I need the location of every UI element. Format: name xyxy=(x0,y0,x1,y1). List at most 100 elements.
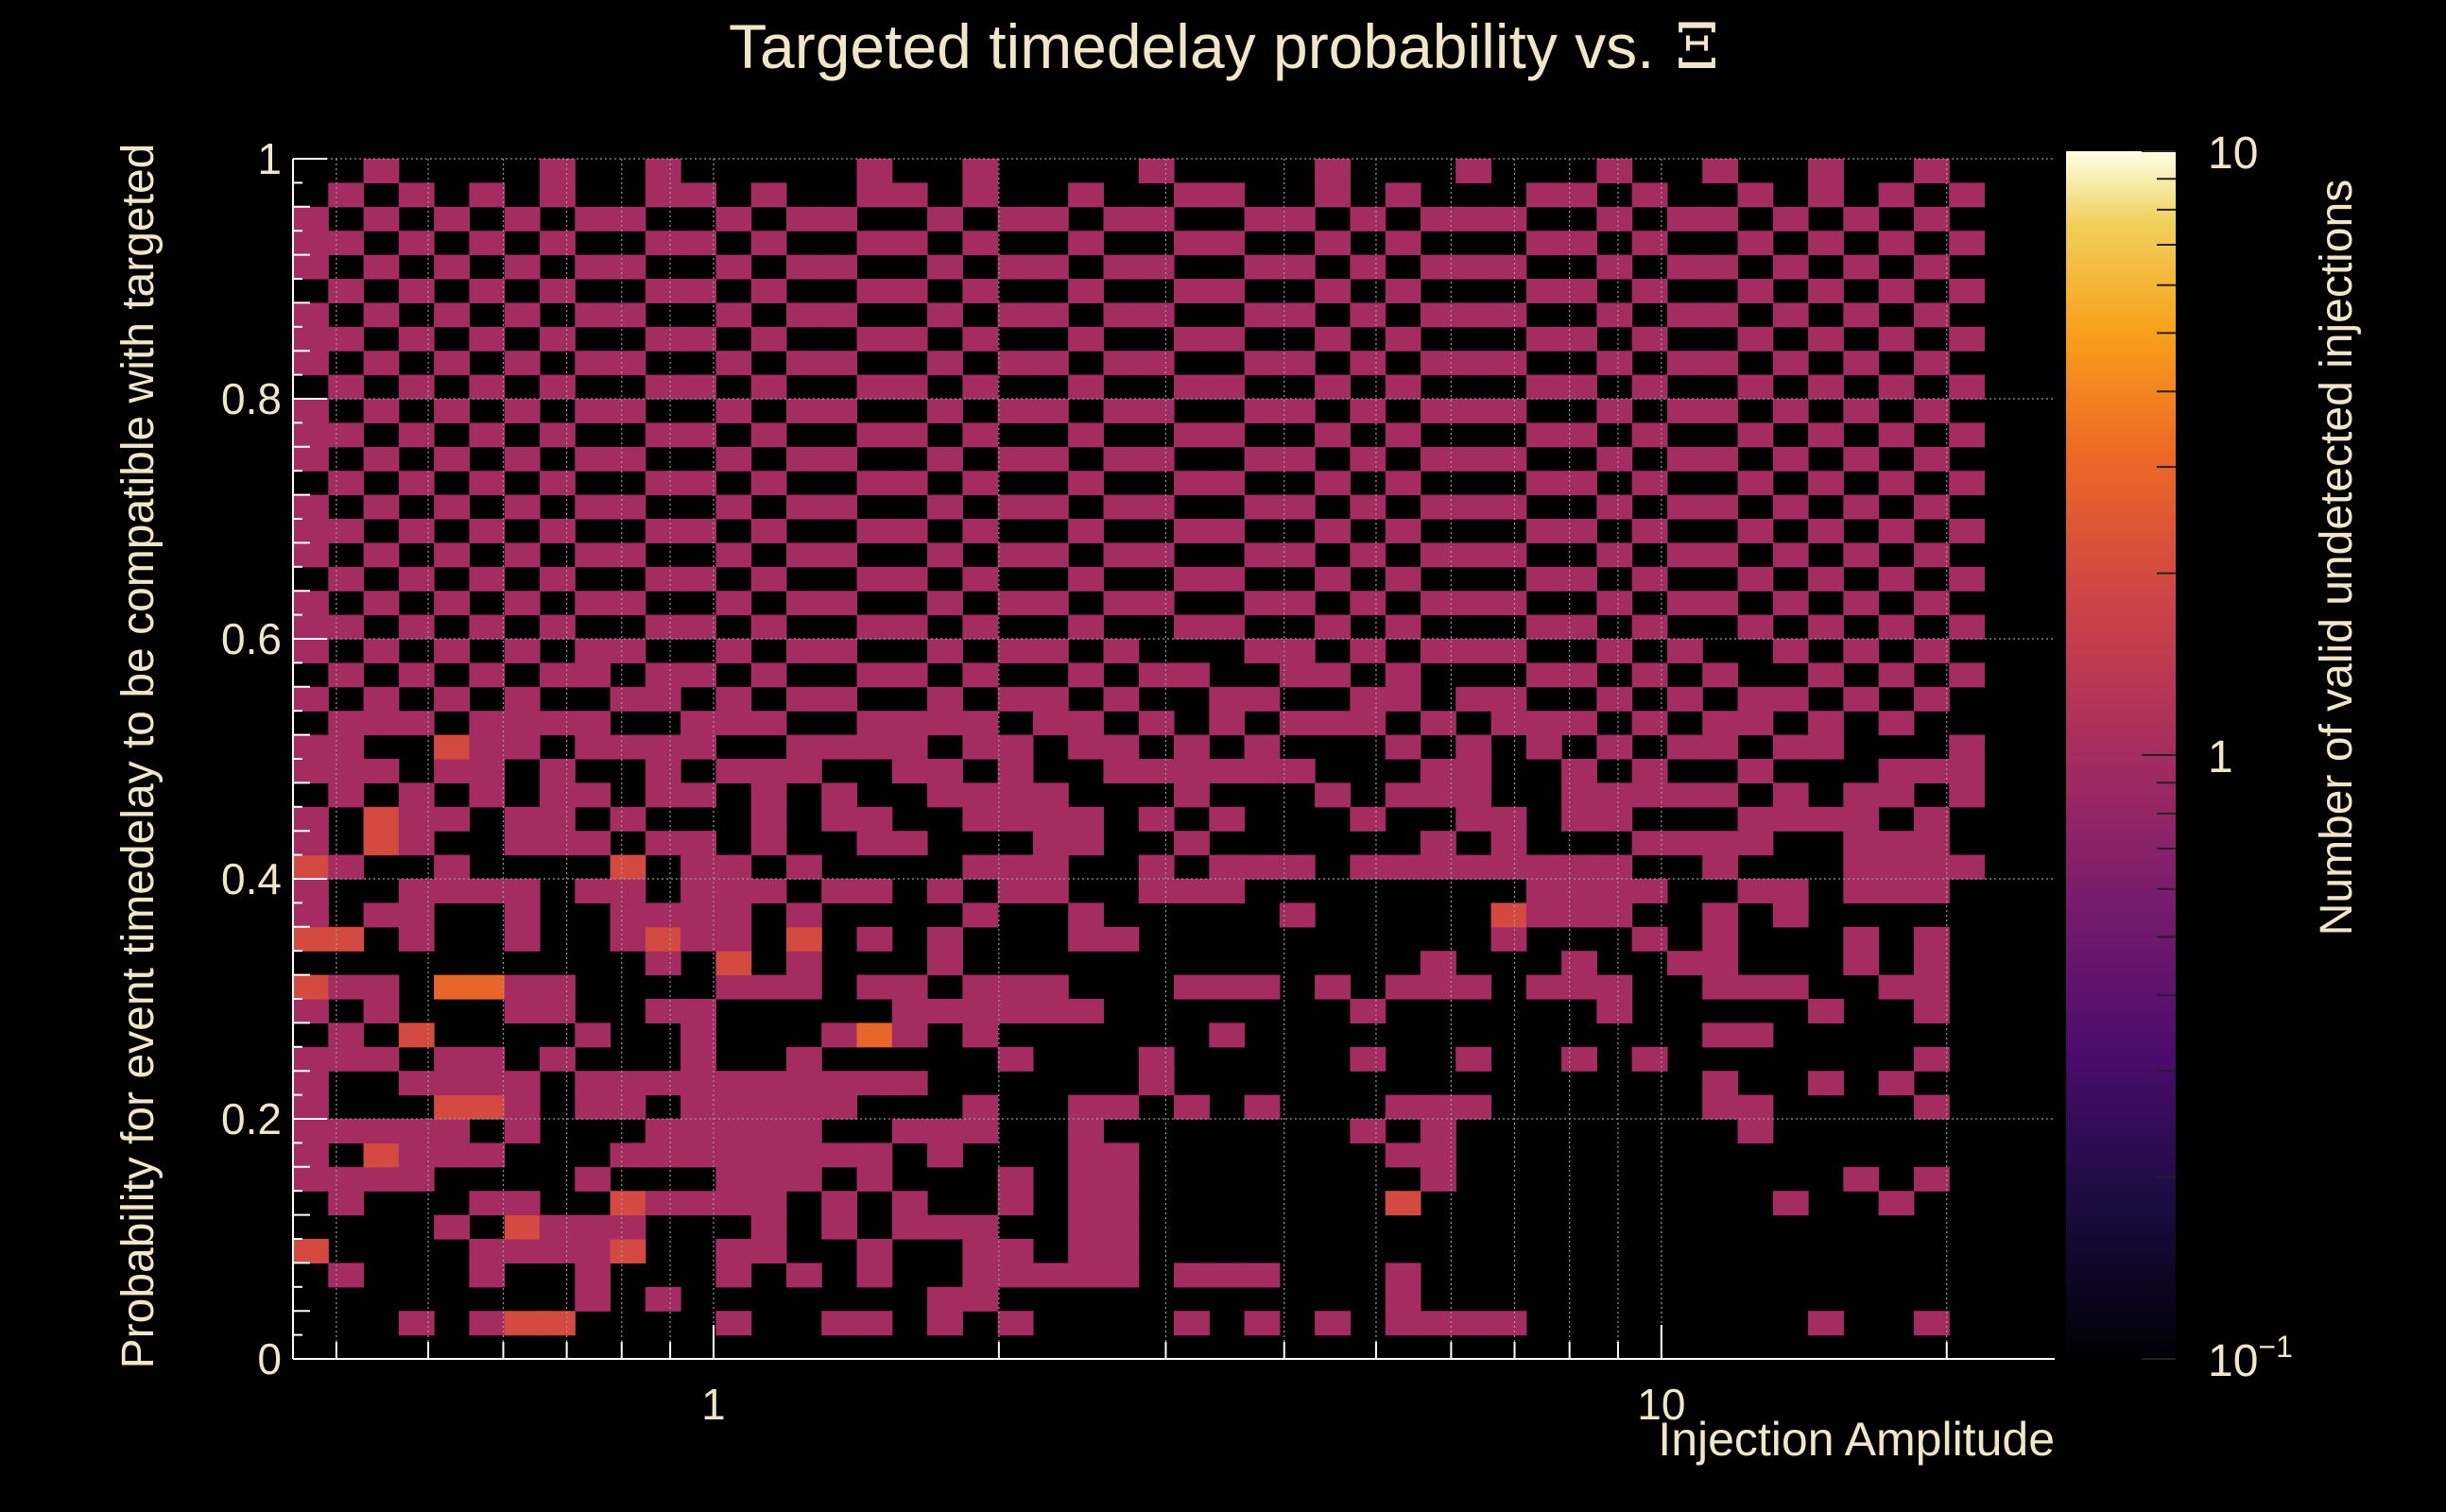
heatmap-cell xyxy=(1843,351,1880,376)
heatmap-cell xyxy=(962,662,999,688)
heatmap-cell xyxy=(1068,999,1105,1023)
heatmap-cell xyxy=(1666,254,1703,280)
heatmap-cell xyxy=(1420,591,1456,616)
heatmap-cell xyxy=(891,1214,928,1240)
heatmap-cell xyxy=(1420,542,1456,568)
heatmap-cell xyxy=(398,614,435,640)
heatmap-cell xyxy=(610,591,646,616)
heatmap-cell xyxy=(645,1286,681,1312)
heatmap-cell xyxy=(1068,831,1105,856)
heatmap-cell xyxy=(1456,1046,1492,1072)
heatmap-cell xyxy=(1561,374,1597,400)
heatmap-cell xyxy=(1032,639,1069,663)
heatmap-cell xyxy=(1068,806,1105,832)
heatmap-cell xyxy=(750,279,787,303)
chart-title-text: Targeted timedelay probability vs. xyxy=(729,11,1655,81)
heatmap-cell xyxy=(1913,302,1950,328)
heatmap-cell xyxy=(1878,279,1915,303)
heatmap-cell xyxy=(821,1311,858,1336)
heatmap-cell xyxy=(1420,494,1456,520)
heatmap-cell xyxy=(1138,1046,1175,1072)
heatmap-cell xyxy=(1103,926,1140,952)
heatmap-cell xyxy=(1913,1311,1950,1336)
heatmap-cell xyxy=(1878,831,1915,856)
heatmap-cell xyxy=(856,1143,893,1168)
heatmap-cell xyxy=(1878,1191,1915,1216)
heatmap-cell xyxy=(1596,879,1633,903)
heatmap-cell xyxy=(434,254,470,280)
heatmap-cell xyxy=(680,734,716,760)
heatmap-cell xyxy=(504,806,541,832)
heatmap-cell xyxy=(1244,542,1281,568)
heatmap-cell xyxy=(645,374,681,400)
heatmap-cell xyxy=(1315,159,1351,183)
heatmap-cell xyxy=(1385,782,1421,808)
heatmap-cell xyxy=(1878,182,1915,208)
heatmap-cell xyxy=(1913,206,1950,232)
heatmap-cell xyxy=(750,1119,787,1143)
heatmap-cell xyxy=(1068,734,1105,760)
heatmap-cell xyxy=(434,686,470,712)
heatmap-cell xyxy=(1174,471,1210,496)
heatmap-cell xyxy=(1174,566,1210,592)
heatmap-cell xyxy=(1103,591,1140,616)
heatmap-cell xyxy=(1490,686,1527,712)
heatmap-cell xyxy=(821,1214,858,1240)
heatmap-cell xyxy=(1772,351,1809,376)
heatmap-cell xyxy=(1666,399,1703,423)
heatmap-cell xyxy=(398,782,435,808)
heatmap-cell xyxy=(363,1143,400,1168)
heatmap-cell xyxy=(469,879,506,903)
heatmap-cell xyxy=(363,999,400,1023)
heatmap-cell xyxy=(1666,351,1703,376)
heatmap-cell xyxy=(1772,1191,1809,1216)
heatmap-cell xyxy=(1702,399,1739,423)
heatmap-cell xyxy=(610,254,646,280)
heatmap-cell xyxy=(1456,302,1492,328)
heatmap-cell xyxy=(927,1214,963,1240)
heatmap-cell xyxy=(1068,231,1105,256)
heatmap-cell xyxy=(1596,782,1633,808)
heatmap-cell xyxy=(1209,806,1246,832)
heatmap-cell xyxy=(1068,1166,1105,1192)
heatmap-cell xyxy=(1808,566,1844,592)
heatmap-cell xyxy=(434,542,470,568)
heatmap-cell xyxy=(1949,279,1986,303)
heatmap-cell xyxy=(1702,446,1739,472)
heatmap-cell xyxy=(962,782,999,808)
heatmap-cell xyxy=(1596,854,1633,880)
heatmap-cell xyxy=(1490,831,1527,856)
heatmap-cell xyxy=(785,254,822,280)
heatmap-cell xyxy=(1032,806,1069,832)
heatmap-cell xyxy=(927,351,963,376)
heatmap-cell xyxy=(293,399,329,423)
heatmap-cell xyxy=(750,782,787,808)
heatmap-cell xyxy=(927,591,963,616)
heatmap-cell xyxy=(1103,1214,1140,1240)
heatmap-cell xyxy=(1878,614,1915,640)
heatmap-cell xyxy=(1843,591,1880,616)
heatmap-cell xyxy=(821,446,858,472)
heatmap-cell xyxy=(785,734,822,760)
heatmap-cell xyxy=(856,1166,893,1192)
heatmap-cell xyxy=(1666,206,1703,232)
heatmap-cell xyxy=(997,302,1034,328)
heatmap-cell xyxy=(1843,206,1880,232)
heatmap-cell xyxy=(1949,422,1986,448)
heatmap-cell xyxy=(328,782,365,808)
heatmap-cell xyxy=(927,711,963,736)
heatmap-cell xyxy=(328,566,365,592)
heatmap-cell xyxy=(504,1214,541,1240)
heatmap-cell xyxy=(1032,1263,1069,1288)
heatmap-cell xyxy=(293,1094,329,1120)
heatmap-cell xyxy=(715,879,752,903)
heatmap-cell xyxy=(1456,206,1492,232)
heatmap-cell xyxy=(750,1239,787,1263)
heatmap-cell xyxy=(1702,591,1739,616)
heatmap-cell xyxy=(1385,566,1421,592)
heatmap-cell xyxy=(610,446,646,472)
heatmap-cell xyxy=(1702,351,1739,376)
heatmap-cell xyxy=(785,974,822,1000)
heatmap-cell xyxy=(575,1094,612,1120)
heatmap-cell xyxy=(610,854,646,880)
